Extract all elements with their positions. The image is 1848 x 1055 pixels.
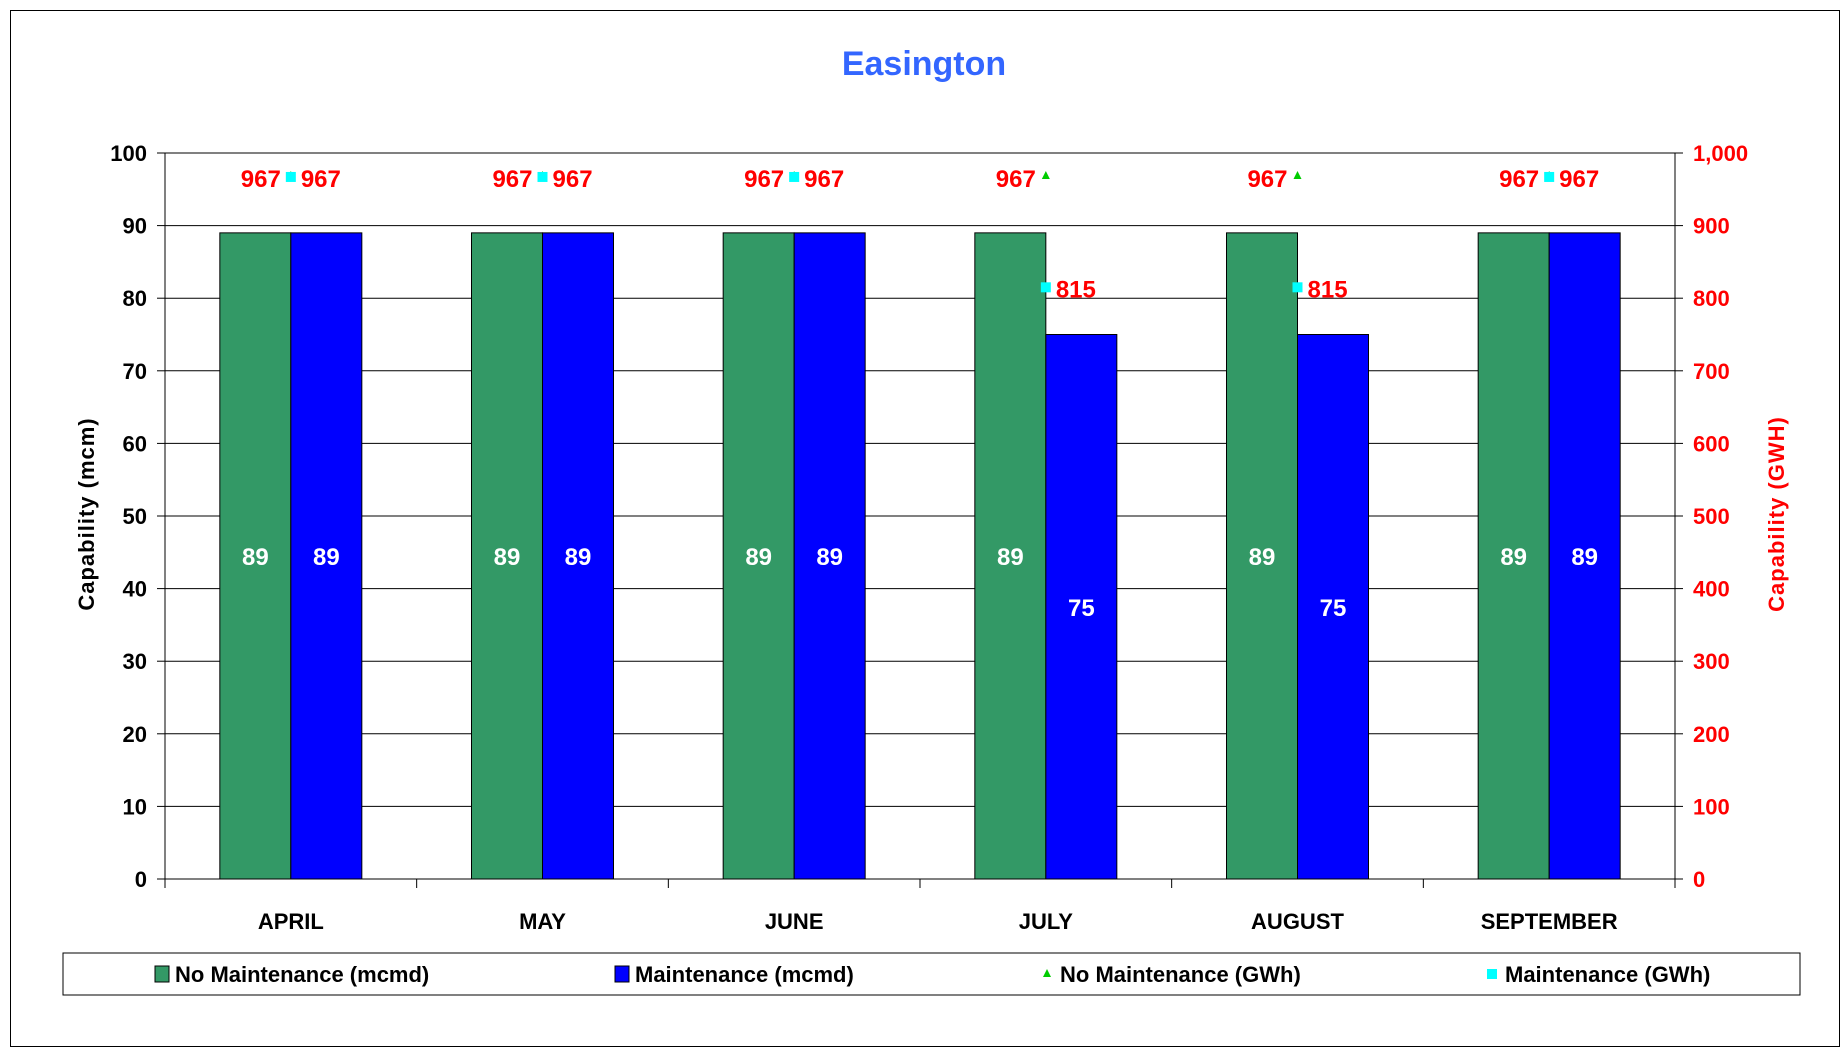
markers bbox=[285, 170, 1555, 293]
bar-value-label: 75 bbox=[1320, 595, 1347, 622]
category-labels: APRIL MAY JUNE JULY AUGUST SEPTEMBER bbox=[258, 909, 1618, 934]
y2-tick-label: 700 bbox=[1693, 359, 1730, 384]
category-label: SEPTEMBER bbox=[1481, 909, 1618, 934]
y2-tick-label: 800 bbox=[1693, 286, 1730, 311]
bar bbox=[1297, 334, 1369, 880]
y-tick-label: 50 bbox=[123, 504, 147, 529]
y-tick-label: 60 bbox=[123, 431, 147, 456]
bar bbox=[542, 232, 614, 880]
legend-swatch bbox=[1043, 969, 1051, 977]
category-label: AUGUST bbox=[1251, 909, 1344, 934]
y-tick-label: 70 bbox=[123, 359, 147, 384]
bar-value-label: 89 bbox=[1500, 544, 1527, 571]
y-tick-label: 20 bbox=[123, 722, 147, 747]
y-tick-label: 80 bbox=[123, 286, 147, 311]
y2-tick-label: 500 bbox=[1693, 504, 1730, 529]
legend-label: No Maintenance (GWh) bbox=[1060, 962, 1301, 987]
y-tick-label: 40 bbox=[123, 577, 147, 602]
left-axis-ticks: 0 10 20 30 40 50 60 70 80 90 100 bbox=[110, 141, 165, 892]
category-label: MAY bbox=[519, 909, 566, 934]
bar bbox=[471, 232, 543, 880]
marker-value-label: 967 bbox=[553, 166, 593, 193]
legend-label: Maintenance (mcmd) bbox=[635, 962, 854, 987]
y-tick-label: 90 bbox=[123, 214, 147, 239]
y2-tick-label: 100 bbox=[1693, 794, 1730, 819]
bar bbox=[1477, 232, 1550, 880]
legend-swatch bbox=[1487, 969, 1497, 979]
marker-maintenance-gwh bbox=[1040, 282, 1051, 293]
chart-title: Easington bbox=[842, 45, 1006, 83]
bar-value-label: 89 bbox=[816, 544, 843, 571]
bar-value-label: 89 bbox=[242, 544, 269, 571]
legend-swatch bbox=[154, 965, 170, 983]
bar bbox=[1045, 334, 1118, 880]
bar bbox=[1548, 232, 1621, 880]
bar-value-label: 89 bbox=[1249, 544, 1276, 571]
marker-value-label: 967 bbox=[996, 166, 1036, 193]
y2-tick-label: 900 bbox=[1693, 214, 1730, 239]
marker-maintenance-gwh bbox=[285, 171, 296, 182]
bar-value-label: 89 bbox=[313, 544, 340, 571]
bar-value-label: 89 bbox=[494, 544, 521, 571]
marker-value-label: 967 bbox=[744, 166, 784, 193]
marker-value-label: 967 bbox=[1499, 166, 1539, 193]
marker-value-label: 815 bbox=[1308, 276, 1348, 303]
marker-value-label: 815 bbox=[1056, 276, 1096, 303]
bar bbox=[219, 232, 292, 880]
y2-tick-label: 0 bbox=[1693, 867, 1705, 892]
marker-value-label: 967 bbox=[804, 166, 844, 193]
category-label: JULY bbox=[1019, 909, 1074, 934]
bar-value-label: 89 bbox=[745, 544, 772, 571]
legend-label: Maintenance (GWh) bbox=[1505, 962, 1710, 987]
bar bbox=[974, 232, 1047, 880]
marker-value-label: 967 bbox=[492, 166, 532, 193]
marker-value-label: 967 bbox=[301, 166, 341, 193]
gridlines bbox=[165, 152, 1675, 807]
bar-value-label: 89 bbox=[565, 544, 592, 571]
bar bbox=[722, 232, 795, 880]
y2-tick-label: 600 bbox=[1693, 431, 1730, 456]
y-tick-label: 100 bbox=[110, 141, 147, 166]
legend-swatch bbox=[614, 965, 630, 983]
category-label: APRIL bbox=[258, 909, 324, 934]
bar-value-label: 75 bbox=[1068, 595, 1095, 622]
bar-value-label: 89 bbox=[1571, 544, 1598, 571]
y-tick-label: 10 bbox=[123, 794, 147, 819]
bar-value-labels: 89 89 89 89 89 89 89 75 89 75 89 89 bbox=[242, 544, 1598, 622]
marker-no-maintenance-gwh bbox=[1041, 170, 1050, 179]
y2-tick-label: 400 bbox=[1693, 577, 1730, 602]
marker-value-label: 967 bbox=[1559, 166, 1599, 193]
legend: No Maintenance (mcmd) Maintenance (mcmd) N… bbox=[62, 952, 1801, 996]
bar bbox=[793, 232, 866, 880]
axes bbox=[164, 153, 1676, 888]
bars bbox=[219, 232, 1621, 880]
marker-value-label: 967 bbox=[241, 166, 281, 193]
marker-maintenance-gwh bbox=[789, 171, 800, 182]
y-tick-label: 0 bbox=[135, 867, 147, 892]
y2-axis-title: Capability (GWH) bbox=[1764, 416, 1789, 612]
marker-maintenance-gwh bbox=[537, 171, 548, 182]
marker-value-labels: 967 967 967 967 967 967 967 815 967 815 967 967 bbox=[241, 166, 1599, 303]
marker-value-label: 967 bbox=[1247, 166, 1287, 193]
legend-box bbox=[62, 952, 1801, 996]
bar-value-label: 89 bbox=[997, 544, 1024, 571]
category-label: JUNE bbox=[765, 909, 824, 934]
y2-tick-label: 200 bbox=[1693, 722, 1730, 747]
marker-no-maintenance-gwh bbox=[1293, 170, 1302, 179]
legend-label: No Maintenance (mcmd) bbox=[175, 962, 429, 987]
y-axis-title: Capability (mcm) bbox=[74, 417, 99, 610]
marker-maintenance-gwh bbox=[1544, 171, 1555, 182]
y-tick-label: 30 bbox=[123, 649, 147, 674]
y2-tick-label: 300 bbox=[1693, 649, 1730, 674]
marker-maintenance-gwh bbox=[1292, 282, 1303, 293]
bar bbox=[1226, 232, 1298, 880]
y2-tick-label: 1,000 bbox=[1693, 141, 1748, 166]
right-axis-ticks: 0 100 200 300 400 500 600 700 800 900 1,000 bbox=[1675, 141, 1748, 892]
